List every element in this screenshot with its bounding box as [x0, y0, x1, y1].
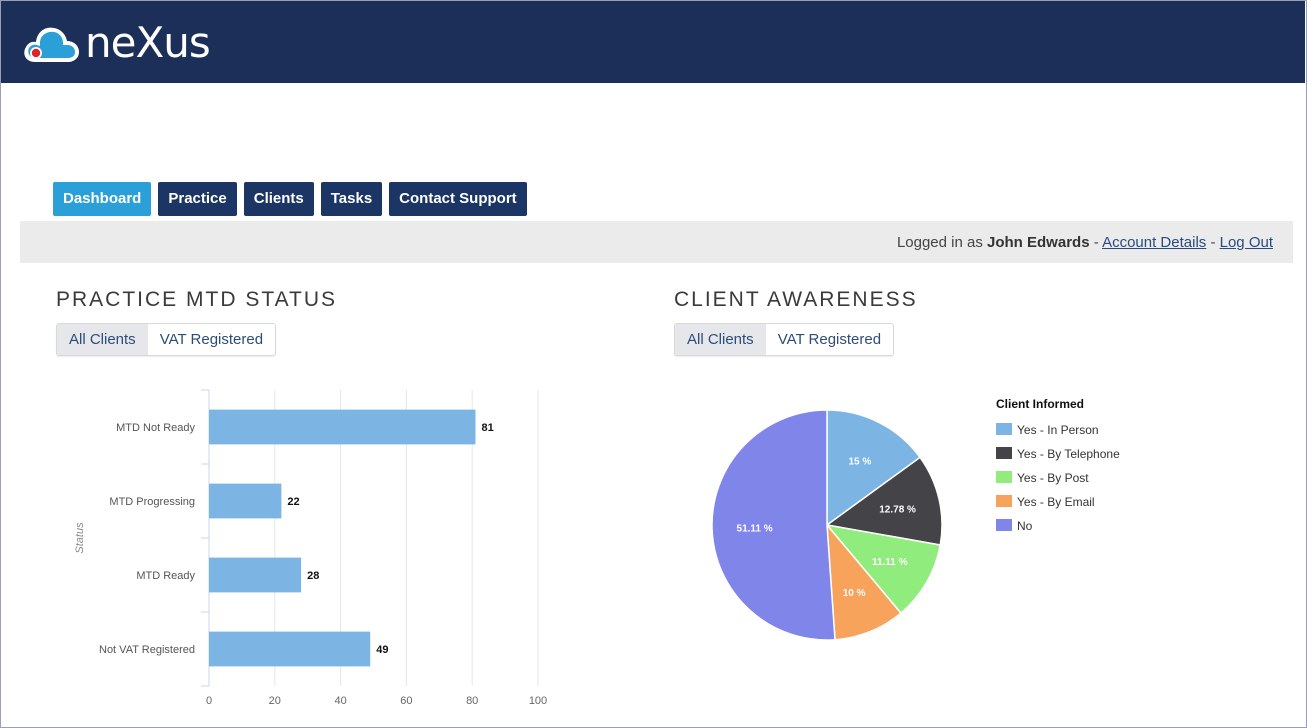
session-info: Logged in as John Edwards - Account Deta…	[897, 234, 1273, 251]
bar	[209, 631, 371, 667]
y-axis-title: Status	[74, 522, 86, 554]
session-bar: Logged in as John Edwards - Account Deta…	[20, 221, 1293, 263]
pie-slice	[825, 456, 943, 546]
legend-swatch	[996, 471, 1012, 483]
separator: -	[1206, 234, 1220, 251]
slice-label: 12.78 %	[879, 505, 916, 516]
practice-filter-vat-registered[interactable]: VAT Registered	[159, 331, 264, 348]
awareness-filter-all-clients[interactable]: All Clients	[675, 324, 766, 355]
slice-label: 51.11 %	[737, 524, 773, 535]
main-nav: Dashboard Practice Clients Tasks Contact…	[53, 182, 527, 216]
legend-item: Yes - By Telephone	[1017, 447, 1120, 461]
legend-swatch	[996, 423, 1012, 435]
user-name: John Edwards	[987, 234, 1090, 251]
data-label: 49	[376, 644, 388, 656]
pie-slice	[825, 523, 942, 615]
logged-in-prefix: Logged in as	[896, 234, 988, 251]
x-tick-label: 0	[206, 695, 212, 707]
x-tick-label: 20	[269, 695, 281, 707]
logo-text: neXus	[85, 18, 211, 67]
nav-practice[interactable]: Practice	[158, 182, 237, 216]
legend-item: Yes - By Post	[1017, 471, 1089, 485]
x-tick-label: 80	[466, 695, 478, 707]
client-awareness-title: CLIENT AWARENESS	[674, 288, 918, 311]
legend-title: Client Informed	[996, 397, 1084, 411]
awareness-filter-toggle: All Clients VAT Registered	[674, 323, 895, 356]
data-label: 28	[307, 570, 319, 582]
app-header: neXus	[1, 1, 1305, 83]
cloud-icon	[24, 27, 79, 62]
category-label: MTD Not Ready	[116, 422, 195, 434]
separator: -	[1089, 234, 1103, 251]
legend-swatch	[996, 519, 1012, 531]
log-out-link[interactable]: Log Out	[1219, 234, 1273, 251]
x-tick-label: 40	[334, 695, 346, 707]
practice-filter-all-clients[interactable]: All Clients	[57, 324, 148, 355]
legend-swatch	[996, 495, 1012, 507]
client-awareness-pie-chart: 15 % 12.78 % 11.11 % 10 % 51.11 % Client Info…	[711, 397, 1120, 641]
pie-slice	[826, 522, 902, 641]
mtd-status-bar-chart: 0 20 40 60 80 100 Status MTD Not Ready 81 MTD Pro…	[74, 389, 547, 707]
slice-label: 10 %	[843, 588, 866, 599]
x-tick-label: 100	[529, 695, 547, 707]
legend-swatch	[996, 447, 1012, 459]
pie-slice	[826, 409, 922, 527]
nav-clients[interactable]: Clients	[243, 182, 314, 216]
x-tick-label: 60	[400, 695, 412, 707]
practice-filter-toggle: All Clients VAT Registered	[56, 323, 277, 356]
slice-label: 15 %	[848, 456, 871, 467]
nav-contact-support[interactable]: Contact Support	[389, 182, 527, 216]
legend-item: No	[1017, 519, 1033, 533]
nav-dashboard[interactable]: Dashboard	[53, 182, 152, 216]
pie-slice	[711, 409, 836, 641]
account-details-link[interactable]: Account Details	[1102, 234, 1207, 251]
bar	[209, 409, 476, 445]
category-label: Not VAT Registered	[99, 644, 195, 656]
legend-item: Yes - By Email	[1017, 495, 1095, 509]
data-label: 22	[287, 496, 299, 508]
category-label: MTD Ready	[136, 570, 195, 582]
bar	[209, 557, 302, 593]
awareness-filter-vat-registered[interactable]: VAT Registered	[777, 331, 882, 348]
legend-item: Yes - In Person	[1017, 423, 1099, 437]
data-label: 81	[481, 422, 493, 434]
practice-mtd-title: PRACTICE MTD STATUS	[56, 288, 338, 311]
bar	[209, 483, 282, 519]
category-label: MTD Progressing	[109, 496, 195, 508]
nexus-logo[interactable]: neXus	[21, 18, 211, 67]
nav-tasks[interactable]: Tasks	[320, 182, 383, 216]
slice-label: 11.11 %	[872, 557, 908, 568]
